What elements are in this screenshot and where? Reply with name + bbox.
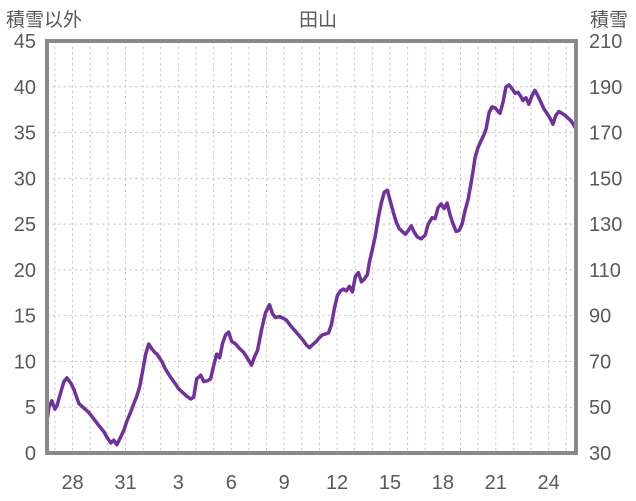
left-tick-label: 30 (14, 168, 36, 190)
left-tick-label: 10 (14, 351, 36, 373)
x-tick-label: 3 (173, 472, 184, 494)
x-tick-label: 28 (61, 472, 83, 494)
chart-title: 田山 (298, 10, 337, 31)
series-line (45, 83, 578, 447)
x-tick-label: 9 (279, 472, 290, 494)
left-tick-label: 0 (25, 443, 36, 465)
right-tick-label: 190 (589, 77, 622, 99)
right-tick-label: 90 (589, 306, 611, 328)
right-tick-label: 130 (589, 214, 622, 236)
right-axis-title: 積雪 (589, 10, 628, 31)
right-tick-label: 70 (589, 351, 611, 373)
x-tick-label: 15 (379, 472, 401, 494)
left-tick-label: 25 (14, 214, 36, 236)
right-tick-label: 30 (589, 443, 611, 465)
right-tick-label: 110 (589, 260, 621, 282)
x-tick-label: 6 (226, 472, 237, 494)
right-tick-label: 170 (589, 123, 622, 145)
x-tick-label: 18 (432, 472, 454, 494)
x-tick-label: 31 (114, 472, 136, 494)
left-tick-label: 40 (14, 77, 36, 99)
left-tick-label: 20 (14, 260, 36, 282)
x-tick-label: 24 (538, 472, 560, 494)
right-tick-label: 50 (589, 397, 611, 419)
right-tick-label: 210 (589, 31, 622, 53)
left-axis-title: 積雪以外 (6, 10, 83, 31)
left-tick-label: 45 (14, 31, 36, 53)
x-tick-label: 21 (485, 472, 507, 494)
left-tick-label: 15 (14, 306, 36, 328)
left-tick-label: 5 (25, 397, 36, 419)
right-tick-label: 150 (589, 168, 622, 190)
left-tick-label: 35 (14, 123, 36, 145)
x-tick-label: 12 (326, 472, 348, 494)
plot-border (45, 39, 578, 455)
